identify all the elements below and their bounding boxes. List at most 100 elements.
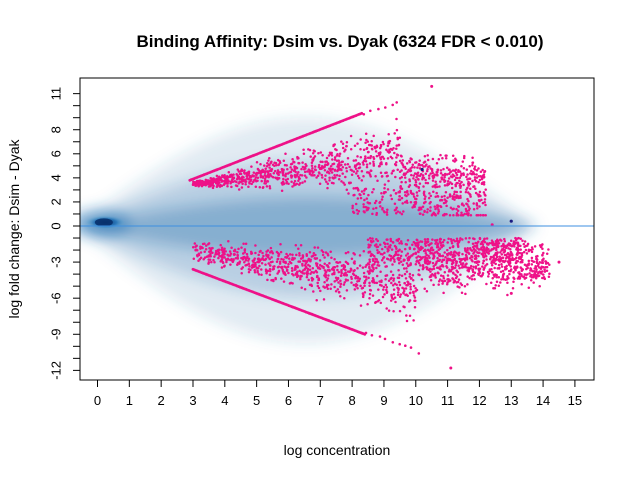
lower-cloud-point <box>244 259 248 262</box>
upper-cloud-point <box>417 178 420 181</box>
upper-cloud-point <box>480 176 484 180</box>
lower-cloud-point <box>317 266 320 270</box>
upper-cloud-point <box>297 177 301 180</box>
upper-cloud-point <box>252 174 256 178</box>
upper-cloud-point <box>465 175 468 179</box>
upper-cloud-point <box>394 175 397 179</box>
lower-band-point <box>435 250 439 253</box>
upper-edge-point <box>395 101 399 104</box>
lower-cloud-point <box>350 257 354 261</box>
upper-cloud-point <box>267 173 270 176</box>
lower-cloud-point <box>529 274 532 278</box>
lower-band-point <box>441 258 444 262</box>
lower-cloud-point <box>313 246 316 249</box>
upper-band-point <box>436 195 440 198</box>
lower-cloud-point <box>365 278 368 281</box>
lower-band-point <box>495 245 498 248</box>
lower-cloud-point <box>230 257 233 261</box>
lower-cloud-point <box>236 254 239 257</box>
upper-band-point <box>446 196 449 199</box>
upper-cloud-point <box>341 146 345 150</box>
upper-cloud-point <box>272 172 276 175</box>
upper-cloud-point <box>289 166 292 169</box>
lower-cloud-point <box>276 258 279 261</box>
lower-cloud-point <box>323 286 327 289</box>
lower-cloud-point <box>538 285 541 288</box>
lower-cloud-point <box>495 280 499 283</box>
lower-band-point <box>495 258 498 261</box>
lower-cloud-point <box>490 264 494 267</box>
lower-edge-point <box>364 331 368 335</box>
upper-cloud-point <box>263 177 267 181</box>
lower-band-point <box>436 245 440 249</box>
lower-cloud-point <box>384 283 388 287</box>
lower-cloud-point <box>337 281 340 284</box>
lower-cloud-point <box>377 288 380 291</box>
lower-band-point <box>371 237 374 240</box>
lower-cloud-point <box>398 309 402 313</box>
lower-cloud-point <box>308 268 312 271</box>
upper-cloud-point <box>435 162 439 165</box>
upper-cloud-point <box>475 173 478 176</box>
upper-cloud-point <box>324 174 327 177</box>
upper-band-point <box>351 210 355 214</box>
upper-cloud-point <box>472 185 475 189</box>
upper-cloud-point <box>369 143 372 147</box>
x-tick-label: 5 <box>253 393 260 408</box>
upper-cloud-point <box>400 175 404 179</box>
lower-cloud-point <box>402 289 406 293</box>
lower-cloud-point <box>470 278 474 281</box>
upper-cloud-point <box>326 182 330 186</box>
upper-cloud-point <box>338 154 341 158</box>
upper-cloud-point <box>286 168 289 171</box>
upper-cloud-point <box>270 168 274 171</box>
outlier-points <box>420 167 513 223</box>
lower-cloud-point <box>481 272 485 275</box>
upper-cloud-point <box>313 165 317 168</box>
upper-band-point <box>460 211 463 214</box>
lower-cloud-point <box>280 266 284 270</box>
y-tick-label: 2 <box>48 198 63 205</box>
upper-cloud-point <box>426 167 429 171</box>
lower-cloud-point <box>340 264 344 267</box>
lower-cloud-point <box>217 256 220 260</box>
lower-cloud-point <box>241 252 245 255</box>
lower-band-point <box>481 243 485 246</box>
upper-cloud-point <box>326 162 330 165</box>
lower-cloud-point <box>495 255 499 259</box>
upper-cloud-point <box>431 185 435 188</box>
lower-band-point <box>500 245 503 248</box>
upper-band-point <box>443 198 447 201</box>
upper-cloud-point <box>372 160 375 164</box>
lower-cloud-point <box>394 300 397 304</box>
upper-cloud-point <box>280 168 284 171</box>
upper-band-point <box>483 198 487 201</box>
upper-cloud-point <box>458 179 461 182</box>
upper-band-point <box>464 190 468 194</box>
lower-cloud-point <box>372 279 375 283</box>
upper-band-point <box>457 205 461 208</box>
upper-cloud-point <box>471 164 474 167</box>
lower-cloud-point <box>541 261 545 265</box>
lower-cloud-point <box>253 271 257 274</box>
upper-band-point <box>477 193 481 196</box>
upper-band-point <box>366 206 370 210</box>
lower-band-point <box>498 255 501 259</box>
upper-cloud-point <box>428 165 431 168</box>
upper-cloud-point <box>325 156 329 160</box>
upper-cloud-point <box>290 174 293 177</box>
lower-cloud-point <box>414 262 418 266</box>
lower-cloud-point <box>411 278 415 282</box>
upper-cloud-point <box>356 174 360 178</box>
lower-band-point <box>489 257 492 261</box>
lower-cloud-point <box>214 249 218 253</box>
upper-band-point <box>419 206 423 209</box>
upper-cloud-point <box>403 165 407 169</box>
lower-band-point <box>466 247 469 250</box>
lower-cloud-point <box>443 251 446 254</box>
upper-band-point <box>383 211 386 214</box>
lower-cloud-point <box>315 263 318 267</box>
lower-cloud-point <box>390 281 393 285</box>
lower-cloud-point <box>305 271 308 274</box>
upper-cloud-point <box>436 185 439 189</box>
